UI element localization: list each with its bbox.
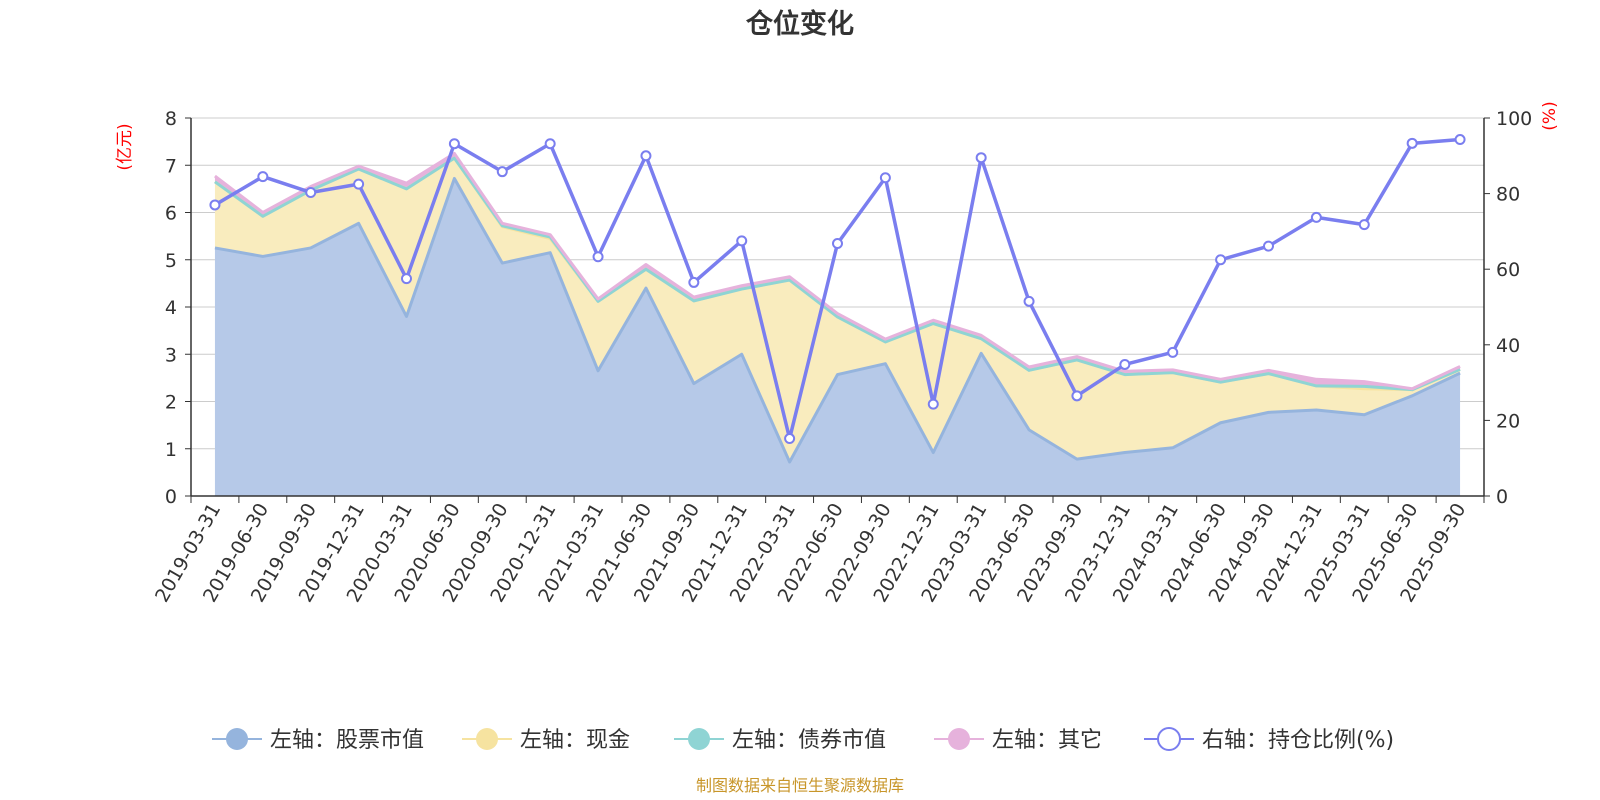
- left-tick-label: 8: [165, 108, 177, 130]
- legend-item[interactable]: 左轴：债券市值: [674, 728, 886, 753]
- ratio-point: [496, 166, 508, 178]
- left-tick-label: 6: [165, 203, 177, 225]
- stock-area: [214, 178, 1461, 497]
- ratio-point: [592, 251, 604, 263]
- right-tick-label: 20: [1496, 410, 1520, 432]
- ratio-point: [353, 178, 365, 190]
- ratio-point: [832, 237, 843, 249]
- stock-series-line: [214, 176, 1461, 464]
- left-tick-label: 0: [165, 486, 177, 508]
- right-tick-label: 60: [1496, 259, 1520, 281]
- legend-label: 左轴：债券市值: [732, 728, 886, 753]
- ratio-point: [784, 433, 796, 445]
- ratio-point: [927, 398, 939, 410]
- ratio-point: [1167, 346, 1179, 358]
- left-tick-label: 7: [165, 155, 177, 177]
- right-tick-label: 40: [1496, 335, 1520, 357]
- other-series-line: [214, 151, 1461, 391]
- left-tick-label: 4: [165, 297, 177, 319]
- ratio-point: [1406, 137, 1418, 149]
- legend-item[interactable]: 左轴：股票市值: [212, 728, 424, 753]
- ratio-point: [209, 199, 221, 211]
- ratio-point: [688, 276, 700, 288]
- ratio-point: [1119, 358, 1131, 370]
- stacked-areas: [214, 151, 1461, 497]
- right-axis-unit: (%): [1540, 101, 1560, 130]
- ratio-point: [544, 138, 556, 150]
- legend-item[interactable]: 左轴：其它: [934, 728, 1102, 753]
- left-tick-label: 1: [165, 439, 177, 461]
- legend-label: 右轴：持仓比例(%): [1202, 728, 1394, 753]
- ratio-point: [257, 171, 269, 183]
- left-axis-unit: (亿元): [115, 123, 135, 170]
- ratio-point: [1071, 390, 1083, 402]
- ratio-point: [736, 235, 748, 247]
- legend-swatch-marker: [688, 728, 710, 750]
- right-tick-label: 80: [1496, 184, 1520, 206]
- legend-swatch-marker: [948, 728, 970, 750]
- ratio-point: [1358, 219, 1370, 231]
- legend-swatch-marker: [476, 728, 498, 750]
- right-tick-label: 100: [1496, 108, 1532, 130]
- bond-series-line: [214, 156, 1461, 392]
- ratio-point: [401, 273, 412, 285]
- left-tick-label: 2: [165, 392, 177, 414]
- left-tick-label: 3: [165, 344, 177, 366]
- ratio-point: [879, 172, 891, 184]
- ratio-point: [1023, 295, 1035, 307]
- legend-item[interactable]: 右轴：持仓比例(%): [1144, 727, 1394, 753]
- right-tick-label: 0: [1496, 486, 1508, 508]
- legend-label: 左轴：其它: [992, 728, 1102, 753]
- legend-swatch-marker: [226, 728, 248, 750]
- ratio-point: [640, 150, 652, 162]
- legend-label: 左轴：现金: [520, 728, 630, 753]
- legend[interactable]: 左轴：股票市值 左轴：现金 左轴：债券市值 左轴：其它 右轴：持仓比例(%): [212, 727, 1394, 753]
- ratio-point: [1263, 240, 1274, 252]
- legend-swatch-marker: [1157, 727, 1181, 751]
- ratio-point: [1454, 134, 1466, 146]
- data-source-note: 制图数据来自恒生聚源数据库: [696, 776, 904, 795]
- ratio-point: [975, 152, 987, 164]
- ratio-point: [1310, 211, 1322, 223]
- ratio-point: [448, 138, 460, 150]
- legend-item[interactable]: 左轴：现金: [462, 728, 630, 753]
- chart-title: 仓位变化: [745, 8, 854, 40]
- legend-label: 左轴：股票市值: [270, 728, 424, 753]
- left-tick-label: 5: [165, 250, 177, 272]
- ratio-line-layer: [209, 134, 1466, 445]
- ratio-point: [305, 186, 317, 198]
- ratio-point: [1215, 254, 1227, 266]
